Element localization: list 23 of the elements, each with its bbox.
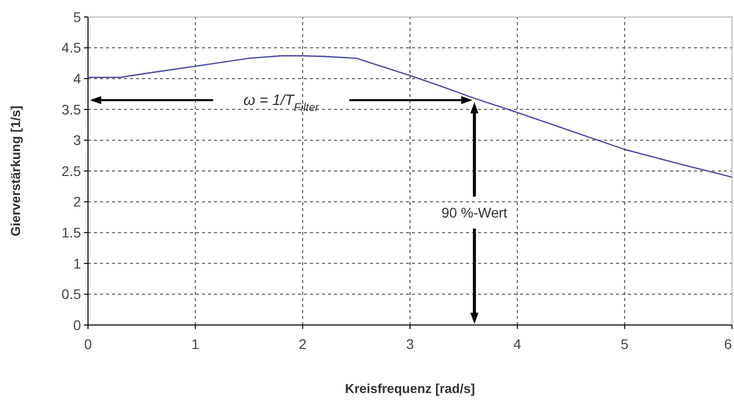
y-tick-label: 5 — [73, 8, 82, 25]
y-tick-label: 4.5 — [62, 40, 82, 56]
y-tick-label: 1.5 — [62, 224, 82, 240]
y-tick-label: 1 — [73, 255, 82, 272]
y-tick-label: 4 — [73, 70, 82, 86]
annotation: ω = 1/T$_{Filter}$ — [243, 92, 320, 114]
y-tick-label: 0.5 — [62, 286, 82, 302]
y-axis-title: Gierverstärkung [1/s] — [8, 106, 23, 236]
y-tick-label: 3.5 — [62, 101, 82, 118]
annotation: 90 %-Wert — [441, 204, 508, 221]
x-tick-label: 5 — [620, 336, 629, 352]
y-tick-label: 0 — [73, 316, 82, 333]
x-tick-label: 4 — [513, 336, 522, 352]
x-tick-label: 3 — [406, 336, 414, 352]
x-tick-label: 1 — [191, 336, 200, 352]
x-tick-label: 0 — [84, 336, 92, 352]
y-tick-label: 2.5 — [62, 162, 82, 179]
y-tick-label: 2 — [73, 194, 82, 210]
x-tick-label: 2 — [298, 336, 307, 352]
x-axis-title: Kreisfrequenz [rad/s] — [344, 381, 476, 396]
x-tick-label: 6 — [724, 336, 732, 352]
y-tick-label: 3 — [73, 132, 82, 148]
line-series — [87, 55, 733, 178]
